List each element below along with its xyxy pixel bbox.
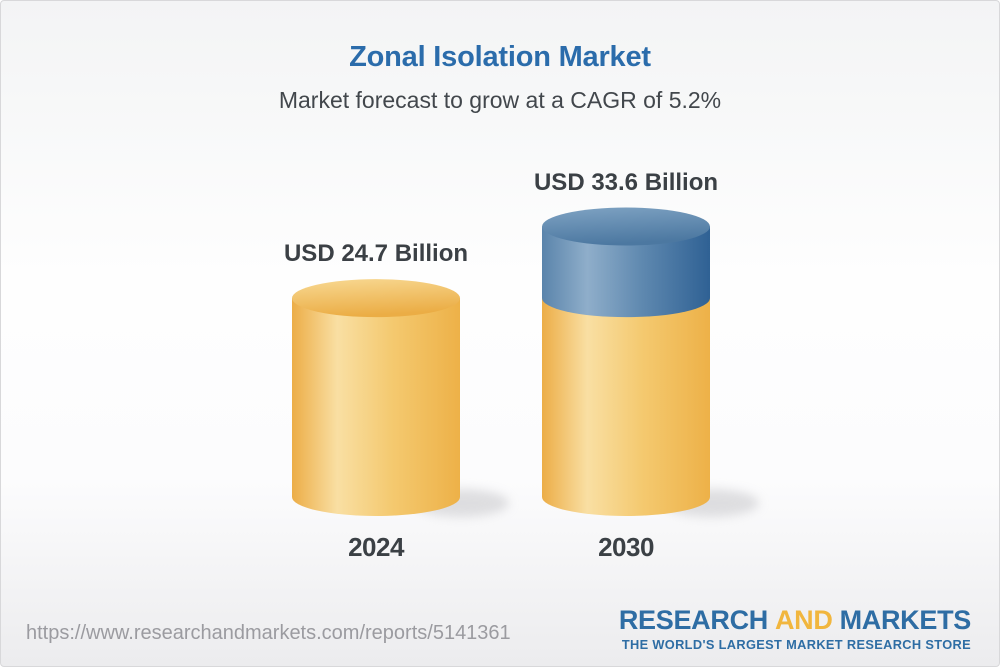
brand-tagline: THE WORLD'S LARGEST MARKET RESEARCH STOR… xyxy=(621,637,971,652)
brand-logo: RESEARCH AND MARKETS THE WORLD'S LARGEST M… xyxy=(619,607,971,652)
bar-base-segment xyxy=(292,298,460,516)
brand-wordmark: RESEARCH AND MARKETS xyxy=(619,607,971,634)
chart-title: Zonal Isolation Market xyxy=(349,41,651,73)
report-url: https://www.researchandmarkets.com/repor… xyxy=(26,622,511,644)
brand-word-and: AND xyxy=(774,605,833,635)
chart-header: Zonal Isolation Market Market forecast t… xyxy=(1,1,999,112)
bars-layer xyxy=(292,207,759,517)
bar-top-cap xyxy=(292,279,460,318)
brand-word-markets: MARKETS xyxy=(839,605,972,635)
brand-word-research: RESEARCH xyxy=(618,605,768,635)
bar-growth-segment xyxy=(542,226,710,318)
chart-subtitle: Market forecast to grow at a CAGR of 5.2… xyxy=(278,87,722,113)
bar-base-segment xyxy=(542,298,710,516)
bar-top-cap xyxy=(542,207,710,246)
